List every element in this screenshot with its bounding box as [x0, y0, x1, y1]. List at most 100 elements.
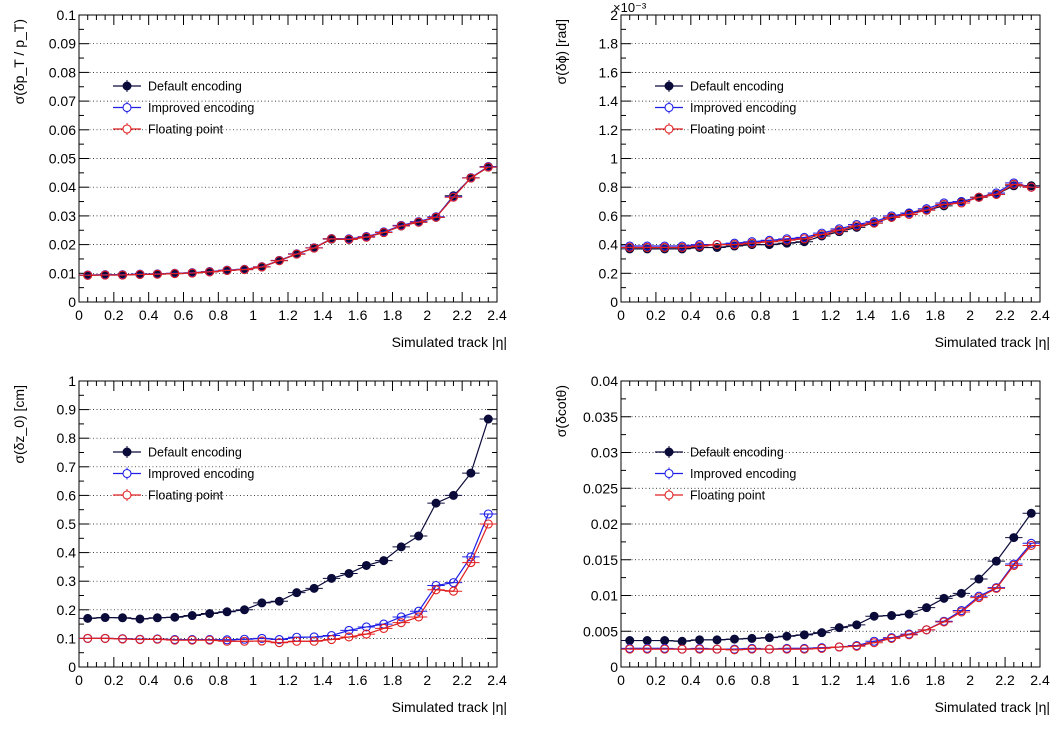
legend-marker-floating	[664, 490, 674, 500]
data-point-floating	[274, 256, 284, 266]
y-tick-label: 0.2	[599, 265, 619, 281]
data-point-floating	[361, 232, 371, 242]
data-point-floating	[187, 635, 197, 645]
y-tick-label: 0	[68, 659, 76, 675]
data-point-floating	[660, 242, 670, 253]
data-point-default	[327, 573, 337, 583]
data-point-floating	[852, 641, 862, 651]
data-point-floating	[834, 225, 844, 235]
data-point-floating	[904, 209, 914, 220]
x-tick-label: 0.6	[716, 307, 736, 323]
data-point-floating	[625, 644, 635, 654]
data-point-floating	[117, 634, 128, 644]
legend-marker-default	[122, 447, 132, 457]
chart-panel-2: 0 0.2 0.4 0.6 0.8 1 1.2 1.4 1.6 1.8 2 0 0.2 0.4 0.6 0.8…	[553, 0, 1050, 350]
x-tick-label: 2.2	[995, 307, 1015, 323]
data-point-floating	[712, 240, 722, 250]
data-point-floating	[100, 270, 110, 280]
plot-frame	[78, 14, 498, 303]
data-point-floating	[747, 644, 757, 654]
data-point-floating	[152, 269, 162, 279]
chart-panel-1: 0 0.01 0.02 0.03 0.04 0.05 0.06 0.07 0.08 0.09 0.1…	[11, 7, 507, 350]
x-tick-label: 1.8	[926, 672, 946, 688]
y-tick-label: 0.04	[49, 179, 76, 195]
y-tick-label: 0.01	[591, 588, 618, 604]
y-tick-label: 0	[68, 294, 76, 310]
data-point-floating	[712, 644, 722, 654]
data-point-floating	[660, 644, 670, 654]
data-point-floating	[448, 192, 459, 202]
x-tick-label: 1.4	[313, 307, 333, 323]
x-tick-label: 2	[423, 307, 431, 323]
y-tick-label: 0	[610, 294, 618, 310]
x-tick-label: 0.4	[681, 672, 701, 688]
data-point-improved	[257, 633, 267, 643]
data-point-floating	[869, 218, 879, 228]
x-tick-label: 0	[75, 307, 83, 323]
data-point-floating	[187, 268, 197, 278]
data-point-floating	[431, 212, 441, 222]
legend-label-improved: Improved encoding	[148, 101, 254, 115]
x-tick-label: 2	[966, 672, 974, 688]
chart-panel-3: 0 0.1 0.2 0.3 0.4 0.5 0.6 0.7 0.8 0.9 1 0 0.2 0.4 0.6 0…	[11, 373, 507, 715]
data-point-default	[379, 556, 389, 566]
x-axis-label: Simulated track |η|	[935, 334, 1050, 350]
data-point-default	[974, 574, 984, 584]
y-tick-label: 0.5	[57, 516, 77, 532]
data-point-floating	[729, 240, 740, 250]
data-point-floating	[677, 242, 687, 253]
data-point-floating	[483, 162, 493, 172]
y-tick-label: 0.025	[583, 480, 618, 496]
x-tick-label: 1.6	[348, 307, 368, 323]
data-point-floating	[782, 235, 792, 245]
y-tick-label: 1	[610, 151, 618, 167]
data-point-floating	[764, 237, 774, 247]
x-tick-label: 1.2	[278, 307, 298, 323]
data-point-floating	[642, 242, 652, 253]
y-tick-label: 0.08	[49, 64, 76, 80]
legend-marker-default	[664, 81, 674, 91]
data-point-floating	[414, 217, 424, 227]
x-tick-label: 1.8	[383, 672, 403, 688]
data-point-default	[448, 490, 458, 500]
data-point-default	[695, 635, 705, 645]
data-point-floating	[361, 629, 371, 639]
x-tick-label: 2.2	[452, 307, 472, 323]
y-axis-label: σ(δϕ) [rad]	[553, 19, 569, 85]
y-tick-label: 0.8	[599, 179, 619, 195]
data-point-floating	[396, 221, 406, 231]
chart-panel-4: 0 0.005 0.01 0.015 0.02 0.025 0.03 0.035 0.04 0 0.…	[553, 373, 1050, 715]
legend-label-floating: Floating point	[148, 489, 224, 503]
data-point-default	[344, 568, 354, 578]
data-point-floating	[904, 630, 914, 640]
data-point-floating	[729, 645, 740, 655]
data-point-default	[118, 613, 128, 623]
y-tick-label: 0.015	[583, 552, 618, 568]
y-tick-label: 0.1	[57, 7, 77, 23]
y-tick-label: 1.2	[599, 122, 619, 138]
series-line-default	[629, 512, 1032, 642]
data-point-default	[712, 242, 722, 252]
data-point-default	[799, 630, 809, 640]
data-point-default	[712, 635, 722, 645]
x-tick-label: 2	[966, 307, 974, 323]
series-line-floating	[87, 523, 489, 644]
data-point-floating	[1026, 540, 1036, 551]
plot-frame	[620, 380, 1041, 668]
x-tick-label: 1.6	[891, 672, 911, 688]
data-point-default	[257, 598, 267, 608]
data-point-default	[309, 583, 319, 593]
y-tick-label: 0.2	[57, 602, 77, 618]
x-tick-label: 0	[617, 672, 625, 688]
data-point-floating	[1026, 182, 1036, 192]
data-point-floating	[309, 636, 319, 646]
y-tick-label: 0.6	[57, 487, 77, 503]
legend-label-default: Default encoding	[148, 446, 242, 460]
x-tick-label: 0	[617, 307, 625, 323]
data-point-floating	[309, 243, 319, 253]
data-point-default	[135, 614, 145, 624]
x-tick-label: 0.2	[646, 672, 666, 688]
x-tick-label: 1.4	[313, 672, 333, 688]
data-point-floating	[379, 623, 389, 633]
